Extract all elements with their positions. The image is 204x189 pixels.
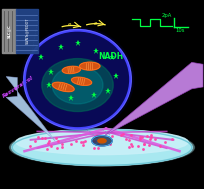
Text: NADH: NADH — [98, 52, 123, 61]
Point — [130, 143, 133, 146]
Point — [84, 140, 87, 143]
Ellipse shape — [52, 82, 74, 92]
Circle shape — [23, 29, 132, 130]
Point — [55, 146, 59, 149]
Point — [41, 136, 44, 139]
Point — [50, 145, 53, 148]
Ellipse shape — [92, 136, 112, 146]
Circle shape — [24, 30, 131, 129]
Ellipse shape — [12, 129, 192, 165]
Point — [127, 146, 130, 149]
Point — [44, 136, 47, 139]
Ellipse shape — [98, 139, 106, 143]
Text: SWNTs@PEDOT: SWNTs@PEDOT — [25, 18, 29, 44]
Bar — [2, 9, 16, 53]
Point — [149, 134, 152, 137]
Point — [110, 135, 114, 138]
Point — [97, 146, 100, 149]
Point — [138, 136, 142, 139]
Point — [48, 140, 51, 143]
Point — [149, 135, 153, 138]
Point — [125, 137, 128, 140]
Text: 10s: 10s — [175, 28, 185, 33]
Ellipse shape — [52, 66, 103, 104]
Point — [33, 139, 37, 143]
Point — [81, 144, 85, 147]
Point — [163, 140, 166, 143]
Circle shape — [21, 27, 134, 132]
Point — [131, 145, 134, 148]
Ellipse shape — [11, 129, 193, 166]
Ellipse shape — [42, 59, 113, 112]
Text: e: e — [94, 21, 98, 26]
Point — [139, 138, 142, 141]
Point — [148, 143, 151, 146]
Bar — [16, 9, 38, 53]
Point — [46, 141, 49, 144]
Ellipse shape — [72, 77, 92, 85]
Polygon shape — [6, 77, 55, 141]
Point — [143, 142, 146, 145]
Point — [92, 147, 95, 150]
Point — [145, 135, 148, 138]
Ellipse shape — [62, 66, 81, 74]
Ellipse shape — [80, 62, 100, 70]
Polygon shape — [105, 62, 203, 135]
Point — [55, 136, 58, 139]
Ellipse shape — [10, 129, 194, 166]
Point — [60, 143, 64, 146]
Point — [142, 142, 146, 145]
Text: Resveratrol: Resveratrol — [2, 76, 35, 99]
Point — [46, 147, 49, 150]
Point — [120, 134, 123, 137]
Point — [75, 140, 78, 143]
Point — [141, 147, 144, 150]
Point — [95, 135, 99, 138]
Point — [91, 139, 95, 142]
Point — [153, 138, 156, 141]
Point — [149, 138, 152, 141]
Point — [28, 144, 31, 147]
Ellipse shape — [16, 129, 188, 155]
Point — [79, 140, 82, 143]
Point — [81, 141, 85, 144]
Point — [36, 136, 40, 139]
Point — [94, 134, 98, 137]
Point — [170, 138, 173, 141]
Point — [96, 142, 99, 145]
Point — [158, 145, 161, 148]
Point — [141, 136, 144, 139]
Point — [56, 139, 60, 143]
Point — [136, 145, 140, 148]
Point — [127, 139, 131, 142]
Point — [69, 143, 73, 146]
Point — [108, 143, 112, 146]
Point — [122, 132, 125, 135]
Point — [93, 140, 96, 143]
Point — [129, 134, 133, 137]
Text: SLC@C: SLC@C — [7, 24, 11, 38]
Text: 2pA: 2pA — [161, 13, 172, 18]
Point — [60, 146, 63, 149]
Text: e: e — [68, 22, 71, 27]
